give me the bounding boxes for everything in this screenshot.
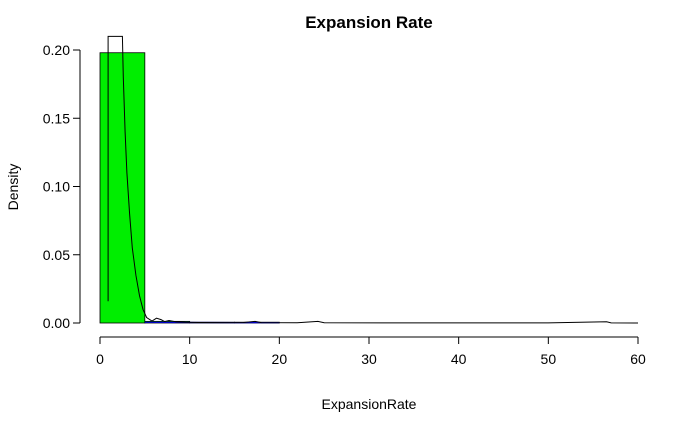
x-axis: 0 10 20 30 40 50 60 [96, 336, 646, 367]
y-tick-label: 0.15 [43, 110, 70, 126]
histogram-bars [99, 52, 280, 324]
x-tick-label: 50 [541, 351, 557, 367]
density-curve [107, 35, 639, 324]
x-tick-label: 60 [630, 351, 646, 367]
chart-title: Expansion Rate [305, 13, 433, 32]
y-axis: 0.00 0.05 0.10 0.15 0.20 [43, 42, 81, 331]
x-tick-label: 10 [182, 351, 198, 367]
y-tick-label: 0.20 [43, 42, 70, 58]
x-axis-label: ExpansionRate [322, 396, 417, 412]
x-tick-label: 0 [96, 351, 104, 367]
density-curves [107, 35, 639, 324]
x-tick-label: 30 [361, 351, 377, 367]
y-tick-label: 0.10 [43, 179, 70, 195]
y-tick-label: 0.05 [43, 247, 70, 263]
x-tick-label: 40 [451, 351, 467, 367]
x-tick-label: 20 [272, 351, 288, 367]
y-axis-label: Density [5, 164, 21, 211]
histogram-bar [99, 52, 146, 324]
y-tick-label: 0.00 [43, 315, 70, 331]
